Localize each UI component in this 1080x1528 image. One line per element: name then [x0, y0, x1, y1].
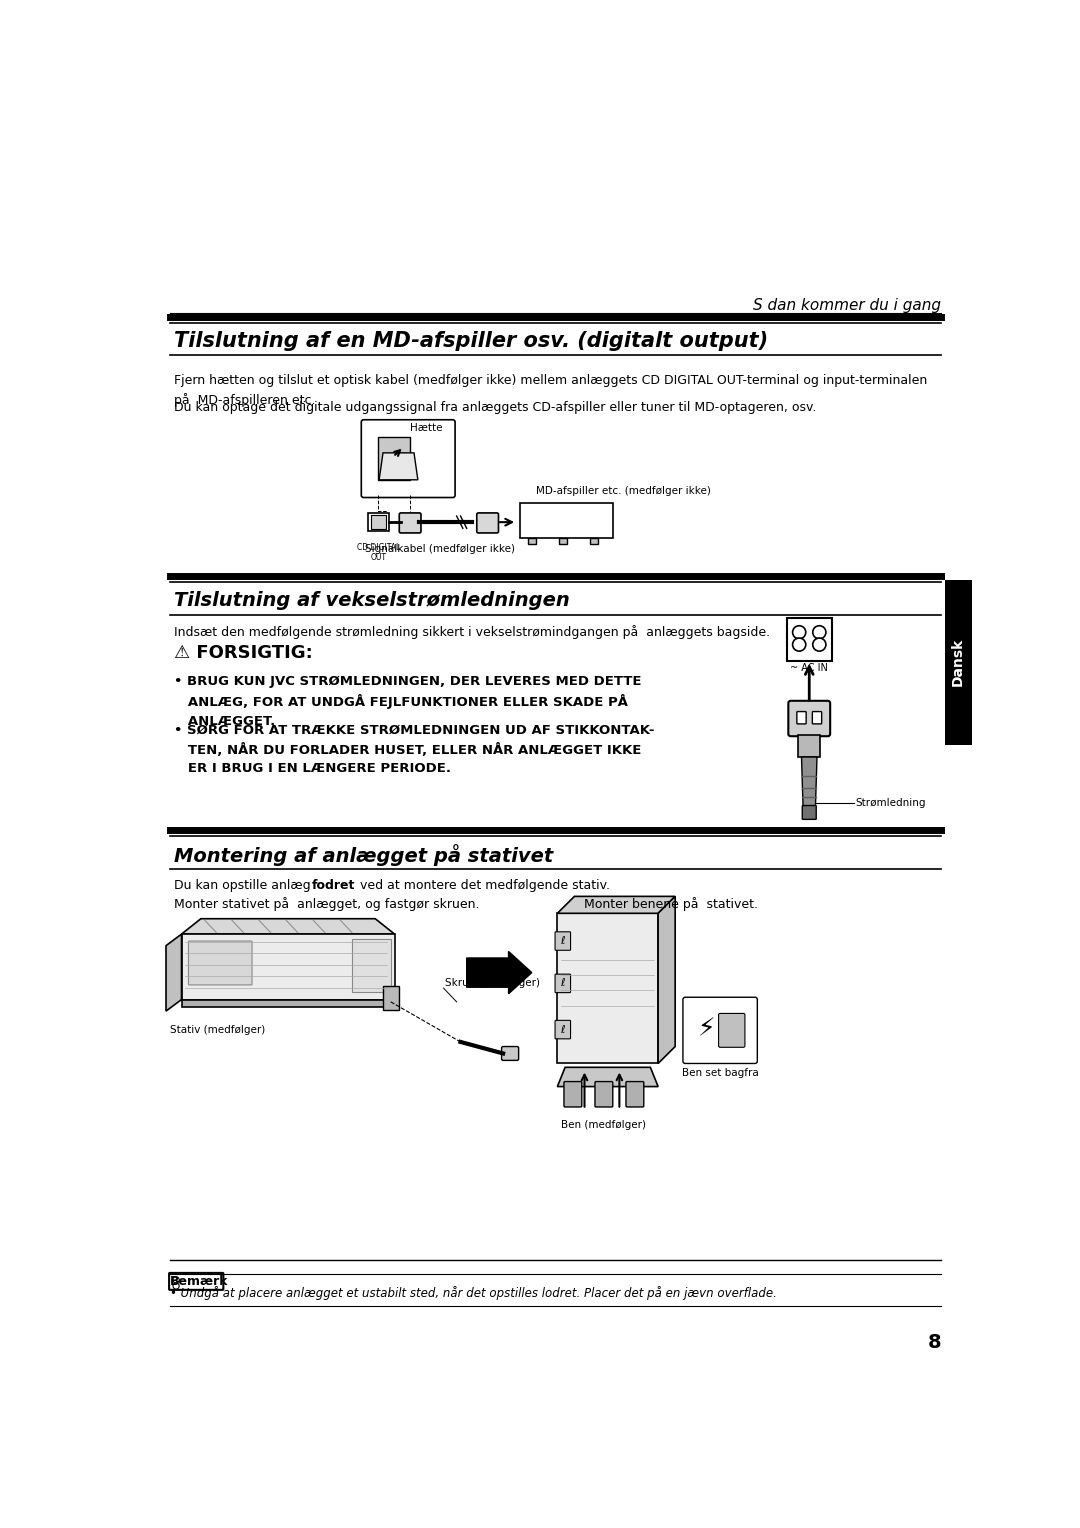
Polygon shape [557, 897, 675, 914]
Text: Du kan opstille anlæg: Du kan opstille anlæg [174, 879, 310, 892]
Text: Dansk: Dansk [951, 639, 966, 686]
Polygon shape [166, 934, 181, 1012]
Bar [786, 619, 832, 660]
Text: Strømledning: Strømledning [855, 798, 927, 808]
Bar [798, 735, 820, 756]
FancyBboxPatch shape [788, 701, 831, 736]
FancyBboxPatch shape [362, 420, 455, 498]
Polygon shape [801, 756, 816, 807]
Text: MD-afspiller etc. (medfølger ikke): MD-afspiller etc. (medfølger ikke) [536, 486, 711, 497]
FancyBboxPatch shape [797, 712, 806, 724]
Text: • SØRG FOR AT TRÆKKE STRØMLEDNINGEN UD AF STIKKONTAK-
   TEN, NÅR DU FORLADER HU: • SØRG FOR AT TRÆKKE STRØMLEDNINGEN UD A… [174, 724, 654, 775]
Bar [378, 437, 410, 480]
Text: ℓ: ℓ [561, 978, 565, 989]
FancyBboxPatch shape [812, 712, 822, 724]
Polygon shape [181, 918, 394, 934]
Text: 8: 8 [928, 1332, 941, 1352]
Text: Ben (medfølger): Ben (medfølger) [562, 1120, 646, 1131]
Text: Du kan optage det digitale udgangssignal fra anlæggets CD-afspiller eller tuner : Du kan optage det digitale udgangssignal… [174, 402, 816, 414]
Text: Skrue (medfølger): Skrue (medfølger) [445, 978, 540, 987]
Text: Fjern hætten og tilslut et optisk kabel (medfølger ikke) mellem anlæggets CD DIG: Fjern hætten og tilslut et optisk kabel … [174, 374, 927, 406]
FancyBboxPatch shape [564, 1082, 582, 1106]
Text: ⚠ FORSIGTIG:: ⚠ FORSIGTIG: [174, 645, 312, 662]
Polygon shape [658, 897, 675, 1063]
Bar [352, 940, 391, 992]
Text: Tilslutning af vekselstrømledningen: Tilslutning af vekselstrømledningen [174, 591, 569, 610]
FancyBboxPatch shape [683, 998, 757, 1063]
Text: ℓ: ℓ [561, 1025, 565, 1034]
Text: • BRUG KUN JVC STRØMLEDNINGEN, DER LEVERES MED DETTE
   ANLÆG, FOR AT UNDGÅ FEJL: • BRUG KUN JVC STRØMLEDNINGEN, DER LEVER… [174, 675, 642, 727]
Text: Stativ (medfølger): Stativ (medfølger) [170, 1025, 265, 1036]
FancyBboxPatch shape [626, 1082, 644, 1106]
Bar [383, 987, 399, 1010]
Bar [590, 538, 597, 544]
FancyBboxPatch shape [555, 1021, 570, 1039]
FancyBboxPatch shape [476, 513, 499, 533]
Bar [528, 538, 536, 544]
Text: • Undgå at placere anlægget et ustabilt sted, når det opstilles lodret. Placer d: • Undgå at placere anlægget et ustabilt … [170, 1287, 777, 1300]
Circle shape [813, 626, 826, 639]
Text: ~ AC IN: ~ AC IN [791, 663, 828, 674]
Text: Bemærk: Bemærk [170, 1274, 229, 1288]
Text: Signalkabel (medfølger ikke): Signalkabel (medfølger ikke) [365, 544, 514, 555]
FancyBboxPatch shape [555, 932, 570, 950]
Text: fodret: fodret [312, 879, 355, 892]
Circle shape [793, 626, 806, 639]
Text: ℓ: ℓ [561, 937, 565, 946]
Text: Indsæt den medfølgende strømledning sikkert i vekselstrømindgangen på  anlæggets: Indsæt den medfølgende strømledning sikk… [174, 625, 770, 639]
Text: Monter stativet på  anlægget, og fastgør skruen.: Monter stativet på anlægget, og fastgør … [174, 897, 480, 911]
Text: ⚡: ⚡ [698, 1016, 716, 1041]
Text: Hætte: Hætte [410, 423, 443, 434]
Text: Montering af anlægget på stativet: Montering af anlægget på stativet [174, 843, 553, 866]
FancyBboxPatch shape [802, 805, 816, 819]
Bar [367, 513, 389, 532]
FancyBboxPatch shape [400, 513, 421, 533]
Circle shape [813, 639, 826, 651]
Text: ved at montere det medfølgende stativ.: ved at montere det medfølgende stativ. [356, 879, 610, 892]
Polygon shape [557, 914, 658, 1063]
FancyBboxPatch shape [595, 1082, 612, 1106]
Text: S dan kommer du i gang: S dan kommer du i gang [753, 298, 941, 313]
Text: CD DIGITAL
OUT: CD DIGITAL OUT [356, 542, 400, 562]
FancyBboxPatch shape [170, 1273, 224, 1290]
FancyBboxPatch shape [555, 975, 570, 993]
FancyBboxPatch shape [501, 1047, 518, 1060]
Text: Tilslutning af en MD-afspiller osv. (digitalt output): Tilslutning af en MD-afspiller osv. (dig… [174, 332, 768, 351]
Bar [521, 503, 613, 538]
FancyArrow shape [467, 952, 531, 993]
Text: Monter benene på  stativet.: Monter benene på stativet. [584, 897, 758, 911]
Bar [945, 581, 972, 746]
Circle shape [793, 639, 806, 651]
FancyBboxPatch shape [189, 941, 252, 986]
FancyBboxPatch shape [718, 1013, 745, 1047]
Polygon shape [181, 999, 394, 1007]
Polygon shape [557, 1068, 658, 1086]
Polygon shape [379, 452, 418, 480]
Text: Ben set bagfra: Ben set bagfra [681, 1068, 758, 1077]
Polygon shape [181, 934, 394, 999]
Bar [370, 515, 387, 529]
Circle shape [173, 1284, 179, 1290]
Circle shape [173, 1277, 179, 1284]
Bar [559, 538, 567, 544]
